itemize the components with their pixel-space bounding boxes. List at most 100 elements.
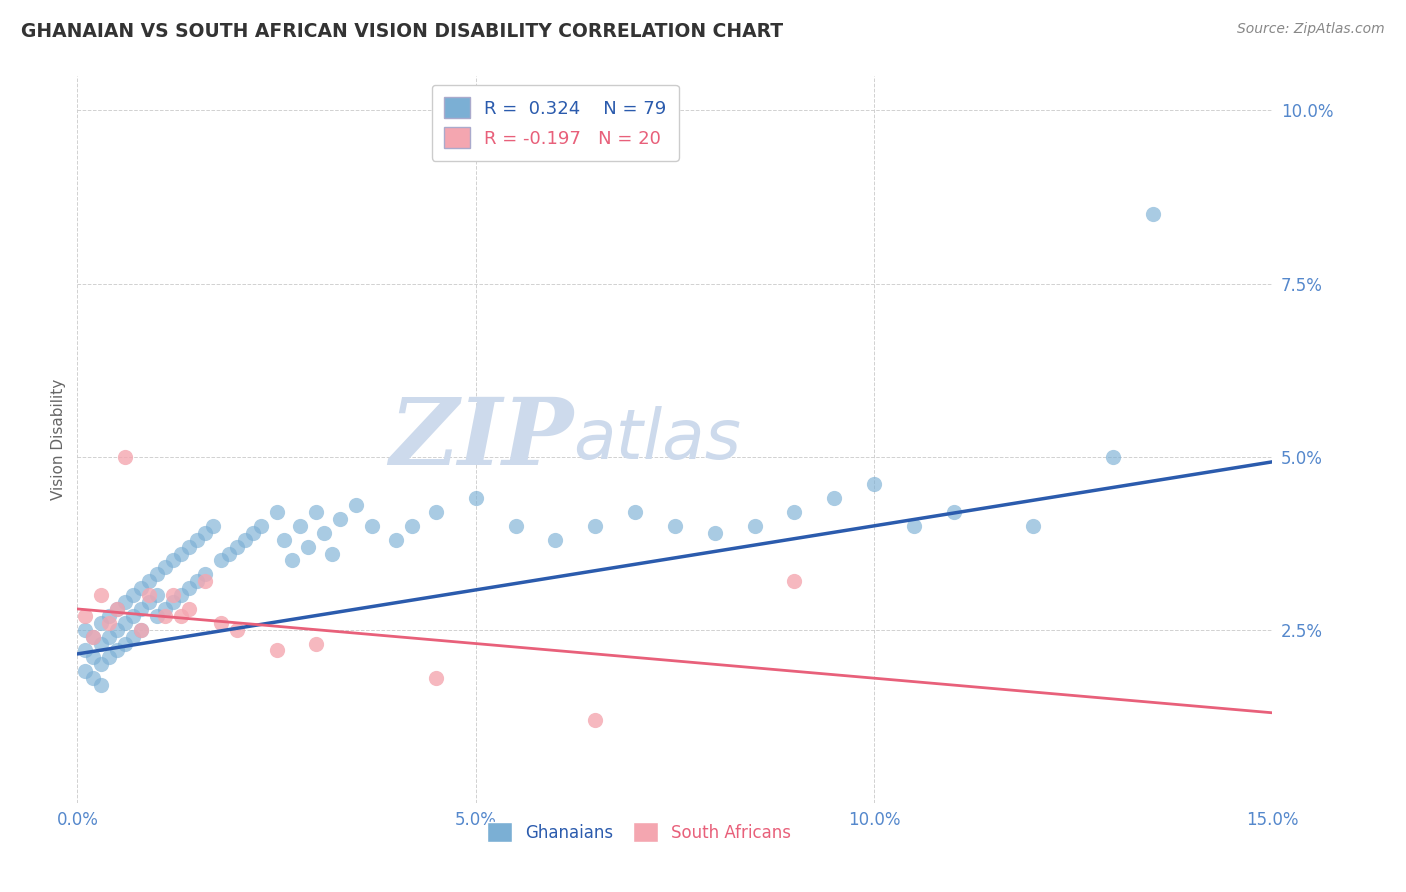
Point: [177, 581, 200, 595]
Point: [105, 602, 128, 616]
Point: [90, 615, 112, 630]
Point: [82, 630, 104, 644]
Point: [305, 636, 328, 650]
Point: [82, 630, 104, 644]
Point: [863, 477, 886, 491]
Point: [90, 588, 112, 602]
Point: [114, 595, 136, 609]
Point: [75, 608, 97, 623]
Point: [583, 519, 606, 533]
Point: [177, 540, 200, 554]
Point: [321, 547, 343, 561]
Point: [138, 574, 160, 589]
Point: [146, 567, 169, 582]
Point: [242, 525, 264, 540]
Point: [942, 505, 965, 519]
Point: [314, 525, 336, 540]
Point: [273, 533, 295, 547]
Point: [201, 519, 224, 533]
Point: [209, 615, 232, 630]
Point: [1102, 450, 1125, 464]
Point: [129, 602, 152, 616]
Point: [114, 615, 136, 630]
Point: [218, 547, 240, 561]
Point: [129, 623, 152, 637]
Point: [305, 505, 328, 519]
Point: [194, 525, 217, 540]
Point: [105, 643, 128, 657]
Point: [105, 623, 128, 637]
Point: [1142, 207, 1164, 221]
Point: [98, 630, 121, 644]
Point: [82, 650, 104, 665]
Point: [162, 588, 184, 602]
Point: [903, 519, 925, 533]
Point: [75, 623, 97, 637]
Point: [297, 540, 319, 554]
Point: [583, 713, 606, 727]
Point: [225, 623, 247, 637]
Point: [266, 505, 288, 519]
Point: [162, 553, 184, 567]
Point: [162, 595, 184, 609]
Point: [146, 608, 169, 623]
Point: [744, 519, 766, 533]
Point: [425, 505, 447, 519]
Point: [186, 533, 208, 547]
Point: [344, 498, 367, 512]
Point: [703, 525, 725, 540]
Point: [823, 491, 845, 505]
Point: [233, 533, 256, 547]
Point: [194, 574, 217, 589]
Point: [249, 519, 271, 533]
Point: [329, 512, 352, 526]
Point: [153, 608, 176, 623]
Point: [177, 602, 200, 616]
Point: [153, 602, 176, 616]
Point: [138, 588, 160, 602]
Point: [664, 519, 686, 533]
Point: [783, 574, 806, 589]
Point: [281, 553, 304, 567]
Point: [401, 519, 423, 533]
Point: [464, 491, 486, 505]
Point: [425, 671, 447, 685]
Point: [129, 581, 152, 595]
Point: [783, 505, 806, 519]
Point: [105, 602, 128, 616]
Point: [122, 608, 145, 623]
Text: ZIP: ZIP: [389, 394, 574, 484]
Point: [122, 630, 145, 644]
Point: [170, 588, 193, 602]
Point: [209, 553, 232, 567]
Point: [170, 547, 193, 561]
Point: [194, 567, 217, 582]
Point: [90, 657, 112, 672]
Point: [266, 643, 288, 657]
Text: GHANAIAN VS SOUTH AFRICAN VISION DISABILITY CORRELATION CHART: GHANAIAN VS SOUTH AFRICAN VISION DISABIL…: [21, 22, 783, 41]
Point: [186, 574, 208, 589]
Point: [385, 533, 408, 547]
Point: [225, 540, 247, 554]
Point: [129, 623, 152, 637]
Point: [75, 665, 97, 679]
Point: [75, 643, 97, 657]
Legend: Ghanaians, South Africans: Ghanaians, South Africans: [479, 815, 799, 849]
Point: [138, 595, 160, 609]
Point: [90, 678, 112, 692]
Point: [290, 519, 312, 533]
Point: [153, 560, 176, 574]
Point: [544, 533, 567, 547]
Point: [90, 636, 112, 650]
Point: [146, 588, 169, 602]
Point: [361, 519, 384, 533]
Point: [505, 519, 527, 533]
Point: [82, 671, 104, 685]
Point: [98, 615, 121, 630]
Point: [98, 608, 121, 623]
Point: [114, 636, 136, 650]
Y-axis label: Vision Disability: Vision Disability: [51, 379, 66, 500]
Text: Source: ZipAtlas.com: Source: ZipAtlas.com: [1237, 22, 1385, 37]
Text: atlas: atlas: [574, 406, 741, 473]
Point: [114, 450, 136, 464]
